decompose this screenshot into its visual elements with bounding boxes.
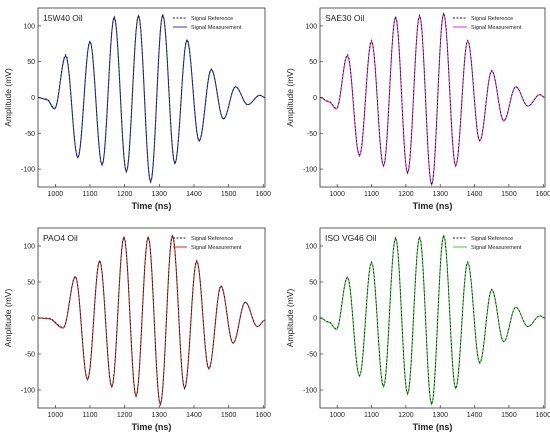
y-tick-label: -50 — [307, 131, 317, 138]
series-line-signal-measurement — [319, 11, 546, 187]
x-tick-label: 1200 — [117, 191, 133, 198]
x-tick-label: 1200 — [398, 412, 414, 419]
y-tick-label: 50 — [309, 59, 317, 66]
series-line-signal-reference — [37, 13, 266, 184]
x-tick-label: 1000 — [48, 191, 64, 198]
series-line-signal-reference — [38, 233, 266, 406]
x-tick-label: 1200 — [398, 191, 414, 198]
y-tick-label: -50 — [25, 131, 35, 138]
plot-frame — [37, 227, 266, 409]
x-tick-label: 1400 — [186, 412, 202, 419]
x-axis-label: Time (ns) — [413, 201, 453, 211]
x-tick-label: 1400 — [467, 412, 483, 419]
x-tick-label: 1500 — [501, 412, 517, 419]
series-line-signal-measurement — [37, 13, 266, 184]
panel-title: SAE30 Oil — [325, 13, 364, 23]
x-tick-label: 1100 — [82, 412, 97, 419]
y-tick-label: 0 — [313, 95, 317, 102]
x-tick-label: 1300 — [432, 412, 448, 419]
legend: Signal Reference Signal Measurement — [453, 236, 522, 251]
legend-label-signal-measurement: Signal Measurement — [471, 245, 522, 251]
x-tick-label: 1200 — [117, 412, 133, 419]
x-tick-label: 1300 — [152, 412, 168, 419]
x-tick-label: 1300 — [432, 191, 448, 198]
x-tick-label: 1600 — [255, 191, 271, 198]
x-tick-label: 1100 — [364, 191, 379, 198]
legend-label-signal-measurement: Signal Measurement — [471, 25, 522, 31]
panel-title: PAO4 Oil — [43, 233, 78, 243]
y-tick-label: 100 — [305, 23, 317, 30]
x-tick-label: 1300 — [152, 191, 168, 198]
y-tick-label: 50 — [27, 280, 35, 287]
panel-title: ISO VG46 Oil — [325, 233, 377, 243]
x-tick-label: 1500 — [221, 412, 237, 419]
legend-label-signal-reference: Signal Reference — [191, 236, 233, 242]
x-tick-label: 1600 — [255, 412, 271, 419]
y-tick-label: 100 — [305, 244, 317, 251]
series-line-signal-reference — [319, 11, 546, 187]
legend: Signal Reference Signal Measurement — [173, 16, 242, 31]
y-tick-label: -100 — [303, 167, 317, 174]
legend: Signal Reference Signal Measurement — [453, 16, 522, 31]
y-tick-label: 0 — [31, 95, 35, 102]
x-tick-label: 1000 — [48, 412, 64, 419]
y-axis-label: Amplitude (mV) — [3, 68, 13, 127]
y-tick-label: -100 — [21, 167, 35, 174]
y-tick-label: 50 — [309, 280, 317, 287]
x-axis-label: Time (ns) — [132, 201, 172, 211]
y-tick-label: -50 — [25, 352, 35, 359]
x-tick-label: 1600 — [535, 412, 550, 419]
y-tick-label: -100 — [303, 388, 317, 395]
y-tick-label: 50 — [27, 59, 35, 66]
y-tick-label: -50 — [307, 352, 317, 359]
x-tick-label: 1500 — [501, 191, 517, 198]
y-tick-label: 0 — [313, 316, 317, 323]
x-tick-label: 1000 — [329, 191, 345, 198]
x-tick-label: 1600 — [535, 191, 550, 198]
x-axis-label: Time (ns) — [132, 422, 172, 432]
y-tick-label: -100 — [21, 388, 35, 395]
legend-label-signal-reference: Signal Reference — [471, 236, 513, 242]
y-tick-label: 100 — [23, 23, 35, 30]
series-line-signal-measurement — [319, 234, 546, 407]
x-tick-label: 1500 — [221, 191, 237, 198]
legend-label-signal-measurement: Signal Measurement — [191, 25, 242, 31]
y-axis-label: Amplitude (mV) — [285, 289, 295, 348]
series-line-signal-measurement — [37, 234, 266, 407]
legend-label-signal-measurement: Signal Measurement — [191, 245, 242, 251]
series-line-signal-reference — [319, 233, 546, 406]
x-axis-label: Time (ns) — [413, 422, 453, 432]
x-tick-label: 1400 — [467, 191, 483, 198]
legend-label-signal-reference: Signal Reference — [191, 16, 233, 22]
y-tick-label: 100 — [23, 244, 35, 251]
x-tick-label: 1100 — [82, 191, 97, 198]
y-tick-label: 0 — [31, 316, 35, 323]
y-axis-label: Amplitude (mV) — [3, 289, 13, 348]
legend-label-signal-reference: Signal Reference — [471, 16, 513, 22]
panel-title: 15W40 Oil — [43, 13, 83, 23]
y-axis-label: Amplitude (mV) — [285, 68, 295, 127]
x-tick-label: 1000 — [329, 412, 345, 419]
legend: Signal Reference Signal Measurement — [173, 236, 242, 251]
x-tick-label: 1400 — [186, 191, 202, 198]
x-tick-label: 1100 — [364, 412, 379, 419]
